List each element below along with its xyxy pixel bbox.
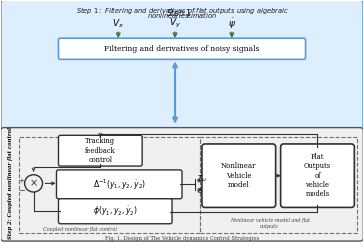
FancyBboxPatch shape — [202, 144, 276, 207]
Text: $\bf{\it{Step\ 1:}}$ $\it{Filtering\ and\ derivatives\ of\ flat\ outputs\ using\: $\bf{\it{Step\ 1:}}$ $\it{Filtering\ and… — [76, 5, 288, 16]
Text: Tracking
feedback
control: Tracking feedback control — [85, 138, 116, 164]
Text: $-$: $-$ — [17, 184, 26, 193]
Text: Filtering and derivatives of noisy signals: Filtering and derivatives of noisy signa… — [104, 45, 260, 53]
FancyBboxPatch shape — [56, 170, 182, 199]
Text: $\phi(y_1, y_2, \dot{y}_2)$: $\phi(y_1, y_2, \dot{y}_2)$ — [93, 204, 138, 218]
Text: $\it{nonlinear\ estimation}$: $\it{nonlinear\ estimation}$ — [147, 10, 217, 20]
FancyBboxPatch shape — [281, 144, 354, 207]
Text: $\dot{\psi}$: $\dot{\psi}$ — [228, 17, 236, 31]
FancyBboxPatch shape — [1, 128, 363, 241]
Text: Step 2: Coupled nonlinear flat control: Step 2: Coupled nonlinear flat control — [8, 127, 13, 239]
Text: $\it{Step\ 1:}$: $\it{Step\ 1:}$ — [166, 7, 198, 20]
Text: $T_\omega$: $T_\omega$ — [197, 173, 207, 184]
Text: $V_x$: $V_x$ — [112, 18, 124, 30]
Text: $\times$: $\times$ — [29, 178, 38, 188]
FancyBboxPatch shape — [59, 135, 142, 166]
Text: Nonlinear vehicle model and flat
outputs: Nonlinear vehicle model and flat outputs — [230, 218, 310, 229]
Text: $\delta$: $\delta$ — [197, 186, 203, 195]
FancyBboxPatch shape — [59, 38, 305, 59]
Text: Fig. 1. Design of The Vehicle dynamics Control Strategies: Fig. 1. Design of The Vehicle dynamics C… — [105, 236, 259, 241]
Text: +: + — [19, 178, 24, 184]
Text: $V_y$: $V_y$ — [169, 17, 181, 30]
FancyBboxPatch shape — [1, 0, 363, 132]
Text: Flat
Outputs
of
vehicle
models: Flat Outputs of vehicle models — [304, 153, 331, 198]
Text: Nonlinear
Vehicle
model: Nonlinear Vehicle model — [221, 163, 257, 189]
Text: $\Delta^{-1}(y_1, y_2, \dot{y}_2)$: $\Delta^{-1}(y_1, y_2, \dot{y}_2)$ — [93, 177, 146, 192]
Text: Coupled nonlinear flat control: Coupled nonlinear flat control — [43, 227, 117, 232]
FancyBboxPatch shape — [59, 199, 172, 224]
